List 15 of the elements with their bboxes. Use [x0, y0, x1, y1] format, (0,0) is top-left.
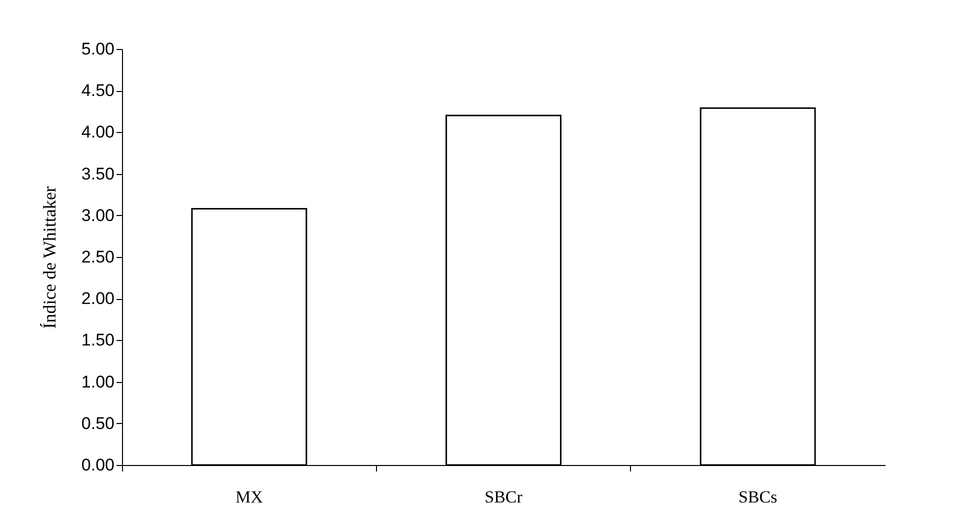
- y-tick-label: 2.00: [81, 289, 114, 308]
- y-tick-label: 0.50: [81, 414, 114, 433]
- y-tick-label: 0.00: [81, 456, 114, 474]
- x-tick-label: SBCs: [738, 488, 778, 506]
- y-tick-label: 4.50: [81, 81, 114, 100]
- y-tick-label: 5.00: [81, 40, 114, 58]
- y-tick-label: 1.00: [81, 372, 114, 392]
- y-tick-label: 2.50: [81, 248, 114, 266]
- y-tick-label: 3.00: [81, 206, 114, 225]
- x-tick-label: MX: [235, 488, 263, 506]
- y-tick-label: 4.00: [81, 122, 114, 142]
- y-axis-title: Índice de Whittaker: [39, 186, 60, 329]
- y-tick-label: 1.50: [81, 330, 114, 350]
- x-tick-label: SBCr: [484, 488, 523, 506]
- y-tick-label: 3.50: [81, 164, 114, 184]
